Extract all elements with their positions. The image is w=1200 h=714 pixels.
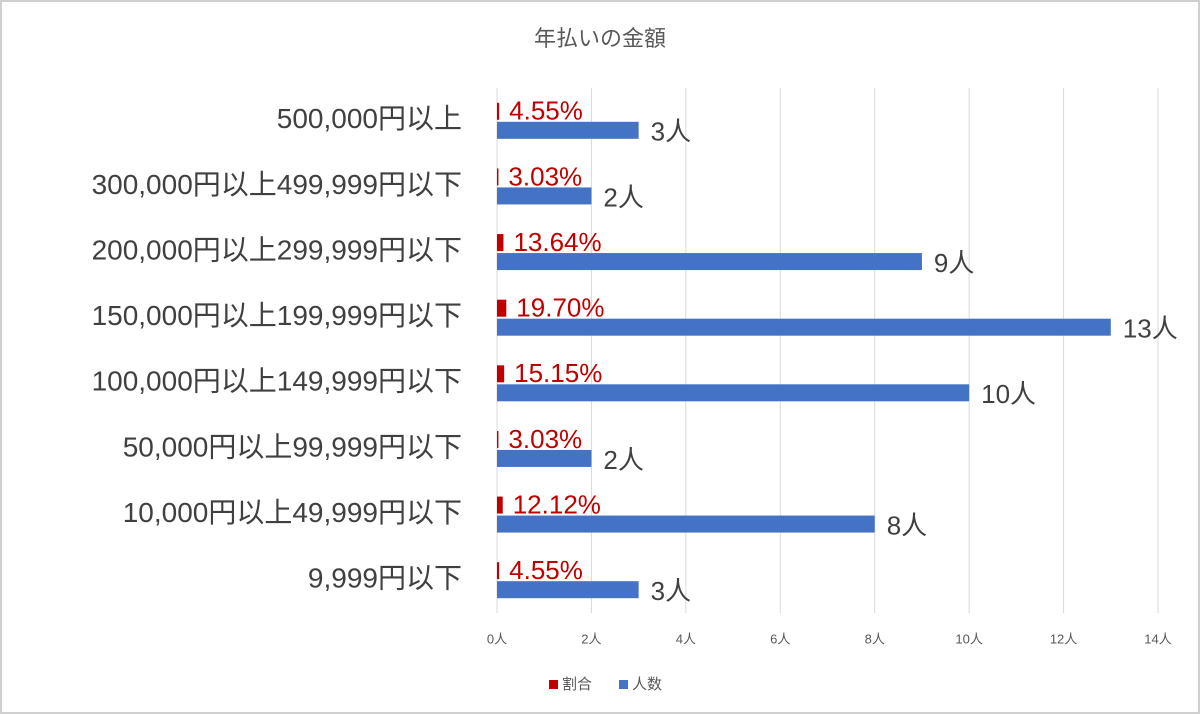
data-label: 19.70% [516,293,604,323]
data-label: 8人 [887,510,927,540]
bar [497,253,922,271]
x-tick-label: 14人 [1144,631,1171,646]
data-label: 12.12% [513,489,601,519]
y-tick-label: 9,999円以下 [308,563,462,594]
x-tick-label: 12人 [1050,631,1077,646]
chart-title: 年払いの金額 [534,26,666,51]
y-tick-label: 100,000円以上149,999円以下 [92,366,462,397]
bar [497,384,970,402]
data-label: 3.03% [508,161,582,191]
data-label: 3.03% [508,424,582,454]
x-tick-label: 8人 [865,631,885,646]
bar [497,515,875,533]
y-tick-label: 150,000円以上199,999円以下 [92,300,462,331]
legend-swatch [549,680,558,689]
bar [497,496,503,514]
bar [497,318,1111,336]
legend-label: 人数 [632,676,662,693]
y-tick-label: 300,000円以上499,999円以下 [92,169,462,200]
bar [497,168,499,186]
bar [497,299,507,317]
data-label: 4.55% [509,96,583,126]
data-label: 13.64% [513,227,601,257]
bar [497,430,499,448]
x-tick-label: 2人 [581,631,601,646]
y-tick-label: 50,000円以上99,999円以下 [123,431,462,462]
y-tick-label: 500,000円以上 [277,103,462,134]
bar [497,187,592,205]
x-tick-label: 0人 [487,631,507,646]
x-tick-label: 10人 [955,631,982,646]
bar [497,562,500,580]
data-label: 2人 [603,445,643,475]
bar [497,581,639,599]
data-label: 10人 [981,379,1036,409]
data-label: 3人 [651,117,691,147]
y-tick-label: 10,000円以上49,999円以下 [123,497,462,528]
data-label: 15.15% [514,358,602,388]
legend-label: 割合 [562,676,592,693]
x-tick-label: 6人 [770,631,790,646]
data-label: 9人 [934,248,974,278]
bar [497,449,592,467]
y-tick-label: 200,000円以上299,999円以下 [92,234,462,265]
data-label: 2人 [603,182,643,212]
legend-swatch [619,680,628,689]
bar [497,102,500,120]
data-label: 3人 [651,576,691,606]
bar [497,365,505,383]
bar [497,121,639,139]
data-label: 4.55% [509,555,583,585]
data-label: 13人 [1123,314,1178,344]
bar [497,234,504,252]
x-tick-label: 4人 [676,631,696,646]
